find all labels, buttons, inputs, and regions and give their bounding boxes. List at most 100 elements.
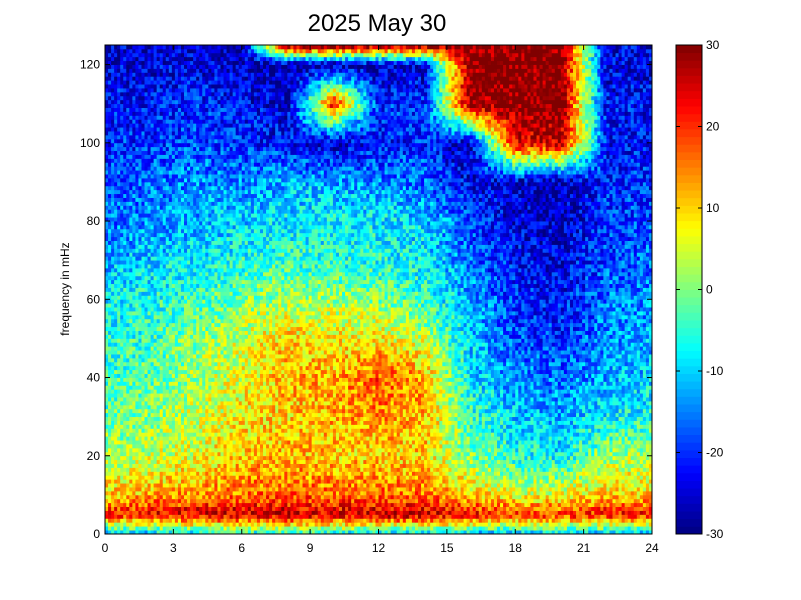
heatmap-cell (320, 455, 325, 461)
heatmap-cell (253, 467, 258, 472)
heatmap-cell (190, 522, 194, 527)
heatmap-cell (606, 467, 610, 472)
heatmap-cell (621, 490, 626, 496)
heatmap-cell (138, 526, 142, 531)
heatmap-cell (493, 467, 498, 472)
heatmap-cell (114, 455, 118, 461)
heatmap-cell (144, 444, 148, 449)
heatmap-cell (600, 432, 604, 437)
heatmap-cell (451, 502, 455, 508)
heatmap-cell (177, 479, 182, 484)
heatmap-cell (378, 502, 382, 508)
heatmap-cell (585, 451, 589, 457)
heatmap-cell (345, 428, 349, 433)
heatmap-cell (533, 444, 537, 449)
heatmap-cell (503, 444, 507, 449)
heatmap-cell (299, 463, 303, 468)
heatmap-cell (411, 447, 416, 453)
heatmap-cell (241, 455, 246, 461)
heatmap-cell (208, 440, 212, 445)
heatmap-cell (539, 451, 543, 457)
heatmap-cell (548, 514, 553, 519)
heatmap-cell (299, 483, 303, 488)
heatmap-cell (190, 498, 194, 504)
heatmap-cell (120, 483, 124, 488)
heatmap-cell (521, 432, 525, 437)
heatmap-cell (500, 510, 504, 515)
heatmap-cell (290, 471, 294, 476)
heatmap-cell (387, 467, 392, 472)
heatmap-cell (509, 424, 513, 429)
heatmap-cell (548, 432, 553, 437)
heatmap-cell (591, 514, 595, 519)
heatmap-cell (612, 459, 616, 464)
heatmap-cell (247, 444, 252, 449)
heatmap-cell (244, 483, 249, 488)
heatmap-cell (536, 487, 540, 492)
heatmap-cell (612, 514, 616, 519)
heatmap-cell (436, 490, 440, 496)
heatmap-cell (430, 471, 434, 476)
heatmap-cell (615, 428, 619, 433)
heatmap-cell (174, 487, 179, 492)
heatmap-cell (563, 463, 568, 468)
heatmap-cell (618, 444, 623, 449)
heatmap-cell (618, 490, 623, 496)
heatmap-cell (354, 467, 358, 472)
heatmap-cell (232, 530, 237, 535)
heatmap-cell (478, 475, 483, 480)
heatmap-cell (211, 506, 215, 511)
heatmap-cell (411, 471, 416, 476)
heatmap-cell (196, 475, 200, 480)
heatmap-cell (639, 459, 644, 464)
heatmap-cell (281, 463, 285, 468)
heatmap-cell (597, 506, 601, 511)
heatmap-cell (475, 424, 480, 429)
heatmap-cell (627, 490, 632, 496)
heatmap-cell (457, 514, 461, 519)
heatmap-cell (597, 526, 601, 531)
heatmap-cell (278, 487, 282, 492)
heatmap-cell (208, 451, 212, 457)
heatmap-cell (320, 479, 325, 484)
heatmap-cell (603, 487, 607, 492)
heatmap-cell (551, 455, 556, 461)
heatmap-cell (500, 432, 504, 437)
heatmap-cell (174, 444, 179, 449)
heatmap-cell (263, 471, 267, 476)
heatmap-cell (311, 455, 316, 461)
heatmap-cell (493, 447, 498, 453)
heatmap-cell (624, 440, 629, 445)
heatmap-cell (624, 490, 629, 496)
heatmap-cell (348, 467, 352, 472)
heatmap-cell (636, 510, 641, 515)
heatmap-cell (548, 451, 553, 457)
heatmap-cell (378, 424, 382, 429)
heatmap-cell (244, 487, 249, 492)
heatmap-cell (624, 455, 629, 461)
heatmap-cell (563, 510, 568, 515)
heatmap-cell (256, 487, 261, 492)
heatmap-cell (348, 506, 352, 511)
heatmap-cell (129, 502, 133, 508)
heatmap-cell (457, 530, 461, 535)
heatmap-cell (576, 526, 580, 531)
heatmap-cell (220, 498, 224, 504)
heatmap-cell (250, 498, 255, 504)
heatmap-cell (244, 490, 249, 496)
heatmap-cell (588, 475, 592, 480)
heatmap-cell (509, 455, 513, 461)
heatmap-cell (120, 522, 124, 527)
heatmap-cell (323, 514, 328, 519)
heatmap-cell (378, 463, 382, 468)
heatmap-cell (639, 432, 644, 437)
heatmap-cell (223, 510, 227, 515)
heatmap-cell (393, 447, 398, 453)
heatmap-cell (606, 471, 610, 476)
heatmap-cell (408, 506, 413, 511)
heatmap-cell (527, 506, 531, 511)
heatmap-cell (129, 440, 133, 445)
heatmap-cell (527, 444, 531, 449)
heatmap-cell (108, 487, 112, 492)
heatmap-cell (363, 444, 367, 449)
